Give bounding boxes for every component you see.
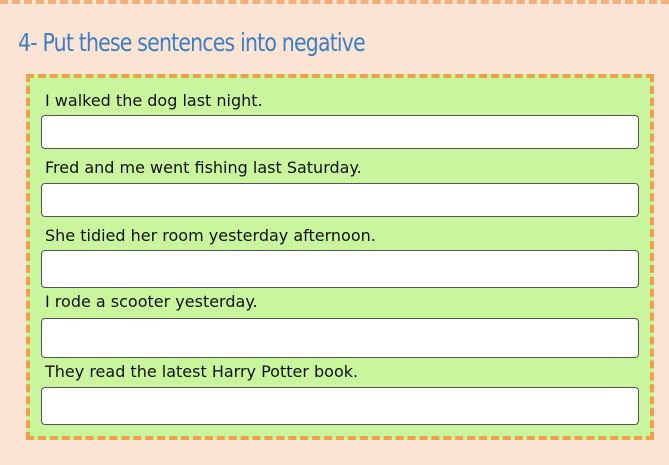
sentence-3: She tidied her room yesterday afternoon. xyxy=(45,226,376,245)
sentence-2: Fred and me went fishing last Saturday. xyxy=(45,158,362,177)
exercise-title: 4- Put these sentences into negative xyxy=(18,28,366,57)
answer-input-5[interactable] xyxy=(41,387,639,425)
sentence-4: I rode a scooter yesterday. xyxy=(45,292,258,311)
answer-input-1[interactable] xyxy=(41,115,639,149)
answer-input-2[interactable] xyxy=(41,183,639,217)
top-dashed-border xyxy=(0,0,669,4)
sentence-1: I walked the dog last night. xyxy=(45,91,263,110)
answer-input-4[interactable] xyxy=(41,318,639,358)
exercise-panel: I walked the dog last night. Fred and me… xyxy=(26,74,654,440)
answer-input-3[interactable] xyxy=(41,250,639,288)
sentence-5: They read the latest Harry Potter book. xyxy=(45,362,359,381)
